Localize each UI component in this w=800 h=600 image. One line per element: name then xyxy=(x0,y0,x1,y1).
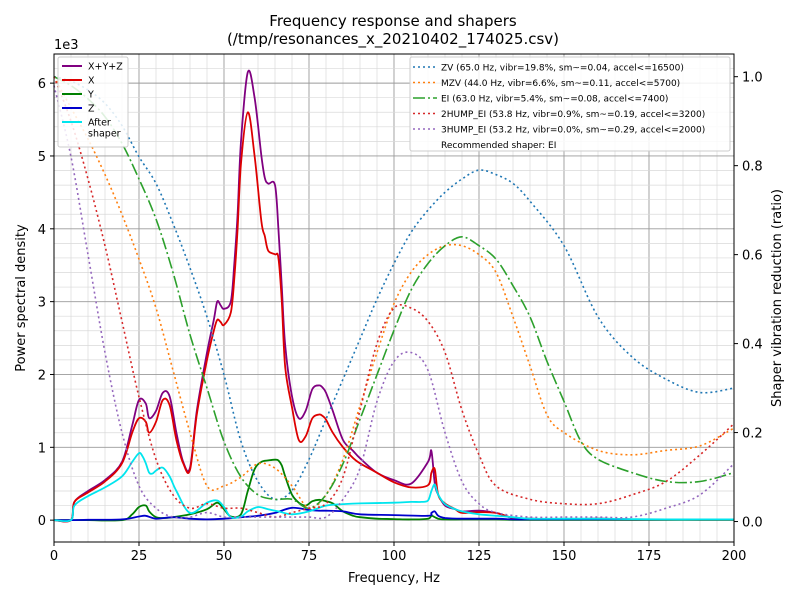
legend-psd-label: X+Y+Z xyxy=(88,62,123,73)
x-tick-label: 100 xyxy=(382,549,407,564)
y-tick-label: 1 xyxy=(38,441,46,456)
x-tick-label: 200 xyxy=(722,549,747,564)
y2-tick-label: 1.0 xyxy=(742,71,763,86)
y-tick-label: 5 xyxy=(38,150,46,165)
x-tick-label: 0 xyxy=(50,549,58,564)
legend-shaper-label: EI (63.0 Hz, vibr=5.4%, sm~=0.08, accel<… xyxy=(441,95,668,105)
legend-psd-label: Y xyxy=(87,90,94,101)
y2-tick-label: 0.2 xyxy=(742,427,763,442)
legend-psd: X+Y+Z XYZ After shaper xyxy=(57,56,129,148)
x-tick-label: 150 xyxy=(552,549,577,564)
legend-shaper-label: 2HUMP_EI (53.8 Hz, vibr=0.9%, sm~=0.19, … xyxy=(441,110,705,120)
y2-tick-label: 0.0 xyxy=(742,516,763,531)
shaper-line-3hump-ei xyxy=(53,85,735,520)
legend-psd-label: X xyxy=(88,76,95,87)
axis-ticks: 0 25 50 75 100 125 150 175 200 0 1 2 3 4 5 6 0.0 0.2 0.4 0.… xyxy=(38,71,763,564)
shaper-series-group xyxy=(53,75,735,520)
shaper-line-mzv xyxy=(53,76,735,510)
x-tick-label: 25 xyxy=(131,549,148,564)
y2-axis-label: Shaper vibration reduction (ratio) xyxy=(770,189,785,407)
y-tick-label: 0 xyxy=(38,514,46,529)
psd-line-after-shaper xyxy=(53,452,734,523)
y-multiplier-label: 1e3 xyxy=(54,38,79,53)
x-tick-label: 125 xyxy=(467,549,492,564)
legend-psd-label: Z xyxy=(88,104,95,115)
y2-tick-label: 0.8 xyxy=(742,160,763,175)
legend-shapers-box xyxy=(409,56,731,152)
shaper-line-ei xyxy=(53,75,735,510)
chart-title: Frequency response and shapers xyxy=(269,12,517,30)
x-axis-label: Frequency, Hz xyxy=(348,571,440,586)
chart-subtitle: (/tmp/resonances_x_20210402_174025.csv) xyxy=(227,30,559,49)
legend-shaper-label: 3HUMP_EI (53.2 Hz, vibr=0.0%, sm~=0.29, … xyxy=(441,126,705,136)
x-tick-label: 175 xyxy=(637,549,662,564)
legend-shaper-label: MZV (44.0 Hz, vibr=6.6%, sm~=0.11, accel… xyxy=(441,79,680,89)
legend-shapers: ZV (65.0 Hz, vibr=19.8%, sm~=0.04, accel… xyxy=(409,56,731,152)
y2-tick-label: 0.6 xyxy=(742,249,763,264)
y-tick-label: 3 xyxy=(38,296,46,311)
psd-series-group xyxy=(53,69,734,523)
x-tick-label: 50 xyxy=(216,549,233,564)
y-tick-label: 2 xyxy=(38,368,46,383)
y-tick-label: 6 xyxy=(38,77,46,92)
shaper-line-zv xyxy=(53,75,735,501)
legend-recommendation: Recommended shaper: EI xyxy=(441,141,556,151)
legend-psd-label: After shaper xyxy=(88,118,121,140)
legend-shaper-label: ZV (65.0 Hz, vibr=19.8%, sm~=0.04, accel… xyxy=(441,64,684,74)
x-tick-label: 75 xyxy=(301,549,318,564)
y-axis-label: Power spectral density xyxy=(14,224,29,372)
y-tick-label: 4 xyxy=(38,223,46,238)
y2-tick-label: 0.4 xyxy=(742,338,763,353)
